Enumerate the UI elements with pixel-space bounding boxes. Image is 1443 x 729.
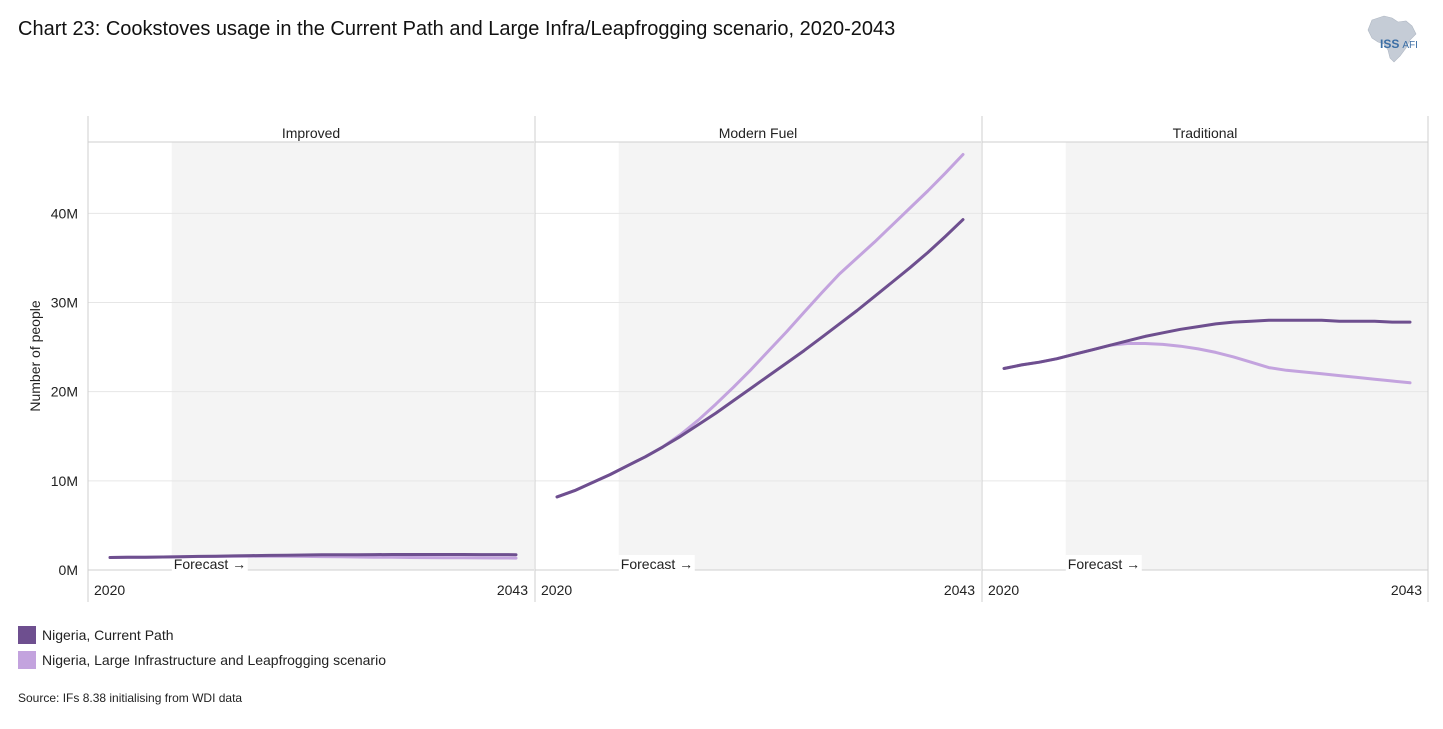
forecast-label: Forecast → [1068,556,1140,572]
logo-text: ISS AFI [1380,37,1418,51]
y-tick-label: 20M [51,384,78,400]
legend-label-scenario: Nigeria, Large Infrastructure and Leapfr… [42,651,386,668]
legend-item-current-path: Nigeria, Current Path [18,622,386,647]
legend-item-scenario: Nigeria, Large Infrastructure and Leapfr… [18,647,386,672]
legend-label-current-path: Nigeria, Current Path [42,626,174,643]
legend-swatch-scenario [18,650,36,669]
forecast-band [171,142,535,570]
x-tick-label: 2043 [497,582,528,598]
series-line-current-path [555,218,965,499]
forecast-label-bg [618,555,695,571]
series-line-current-path [108,553,518,559]
legend-swatch-current-path [18,625,36,644]
x-tick-label: 2043 [944,582,975,598]
panel-title: Improved [282,125,340,141]
x-tick-label: 2020 [94,582,125,598]
x-tick-label: 2020 [541,582,572,598]
y-tick-label: 0M [59,562,78,578]
source-note: Source: IFs 8.38 initialising from WDI d… [18,691,243,705]
y-axis-label: Number of people [27,300,43,412]
faceted-line-chart: Number of people 0M 10M 20M 30M 40M Improved Fo… [27,116,1429,602]
forecast-label: Forecast → [174,556,246,572]
forecast-band [618,142,981,570]
panel-title: Modern Fuel [719,125,798,141]
logo-iss: ISS [1380,37,1400,51]
chart-title: Chart 23: Cookstoves usage in the Curren… [18,18,896,40]
logo-afi: AFI [1402,40,1418,51]
panel-title: Traditional [1173,125,1238,141]
forecast-label: Forecast → [621,556,693,572]
y-tick-label: 40M [51,205,78,221]
africa-map-icon [1367,15,1417,63]
y-tick-label: 30M [51,295,78,311]
forecast-band [1065,142,1428,570]
forecast-label-bg [171,555,248,571]
x-tick-label: 2020 [988,582,1019,598]
series-line-current-path [1002,318,1412,370]
x-tick-label: 2043 [1391,582,1422,598]
y-tick-label: 10M [51,473,78,489]
chart-legend: Nigeria, Current Path Nigeria, Large Inf… [18,622,386,672]
forecast-label-bg [1065,555,1142,571]
